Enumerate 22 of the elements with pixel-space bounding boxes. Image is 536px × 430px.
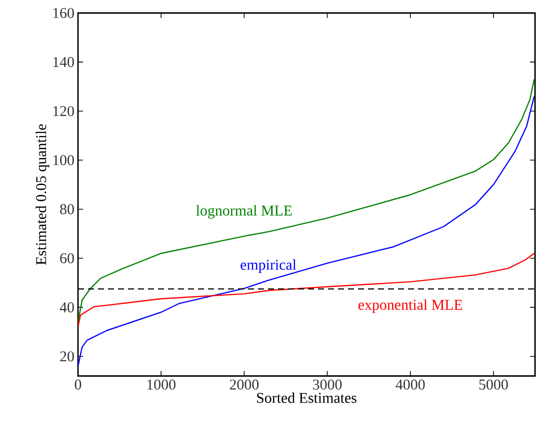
y-tick-label: 80 (60, 204, 74, 214)
line-series (78, 252, 535, 328)
y-tick-label: 140 (53, 57, 74, 68)
y-tick-label: 40 (60, 302, 74, 312)
line-series (78, 96, 535, 367)
y-tick-label: 120 (53, 106, 74, 116)
y-tick-label: 160 (53, 8, 74, 18)
series-label: empirical (240, 259, 296, 273)
x-tick-label: 2000 (230, 380, 259, 390)
y-tick-label: 20 (60, 351, 74, 362)
x-tick-label: 5000 (479, 380, 508, 390)
series-label: exponential MLE (358, 299, 462, 313)
x-tick-label: 4000 (396, 380, 425, 390)
y-tick-label: 100 (53, 155, 74, 166)
x-axis-title: Sorted Estimates (257, 392, 356, 403)
x-tick-label: 3000 (313, 380, 342, 390)
series-label: lognormal MLE (196, 205, 292, 219)
y-tick-label: 60 (60, 253, 74, 264)
x-tick-label: 0 (74, 380, 82, 390)
y-axis-title: Estimated 0.05 quantile (36, 124, 50, 265)
line-series (78, 78, 535, 323)
x-tick-label: 1000 (147, 380, 176, 390)
